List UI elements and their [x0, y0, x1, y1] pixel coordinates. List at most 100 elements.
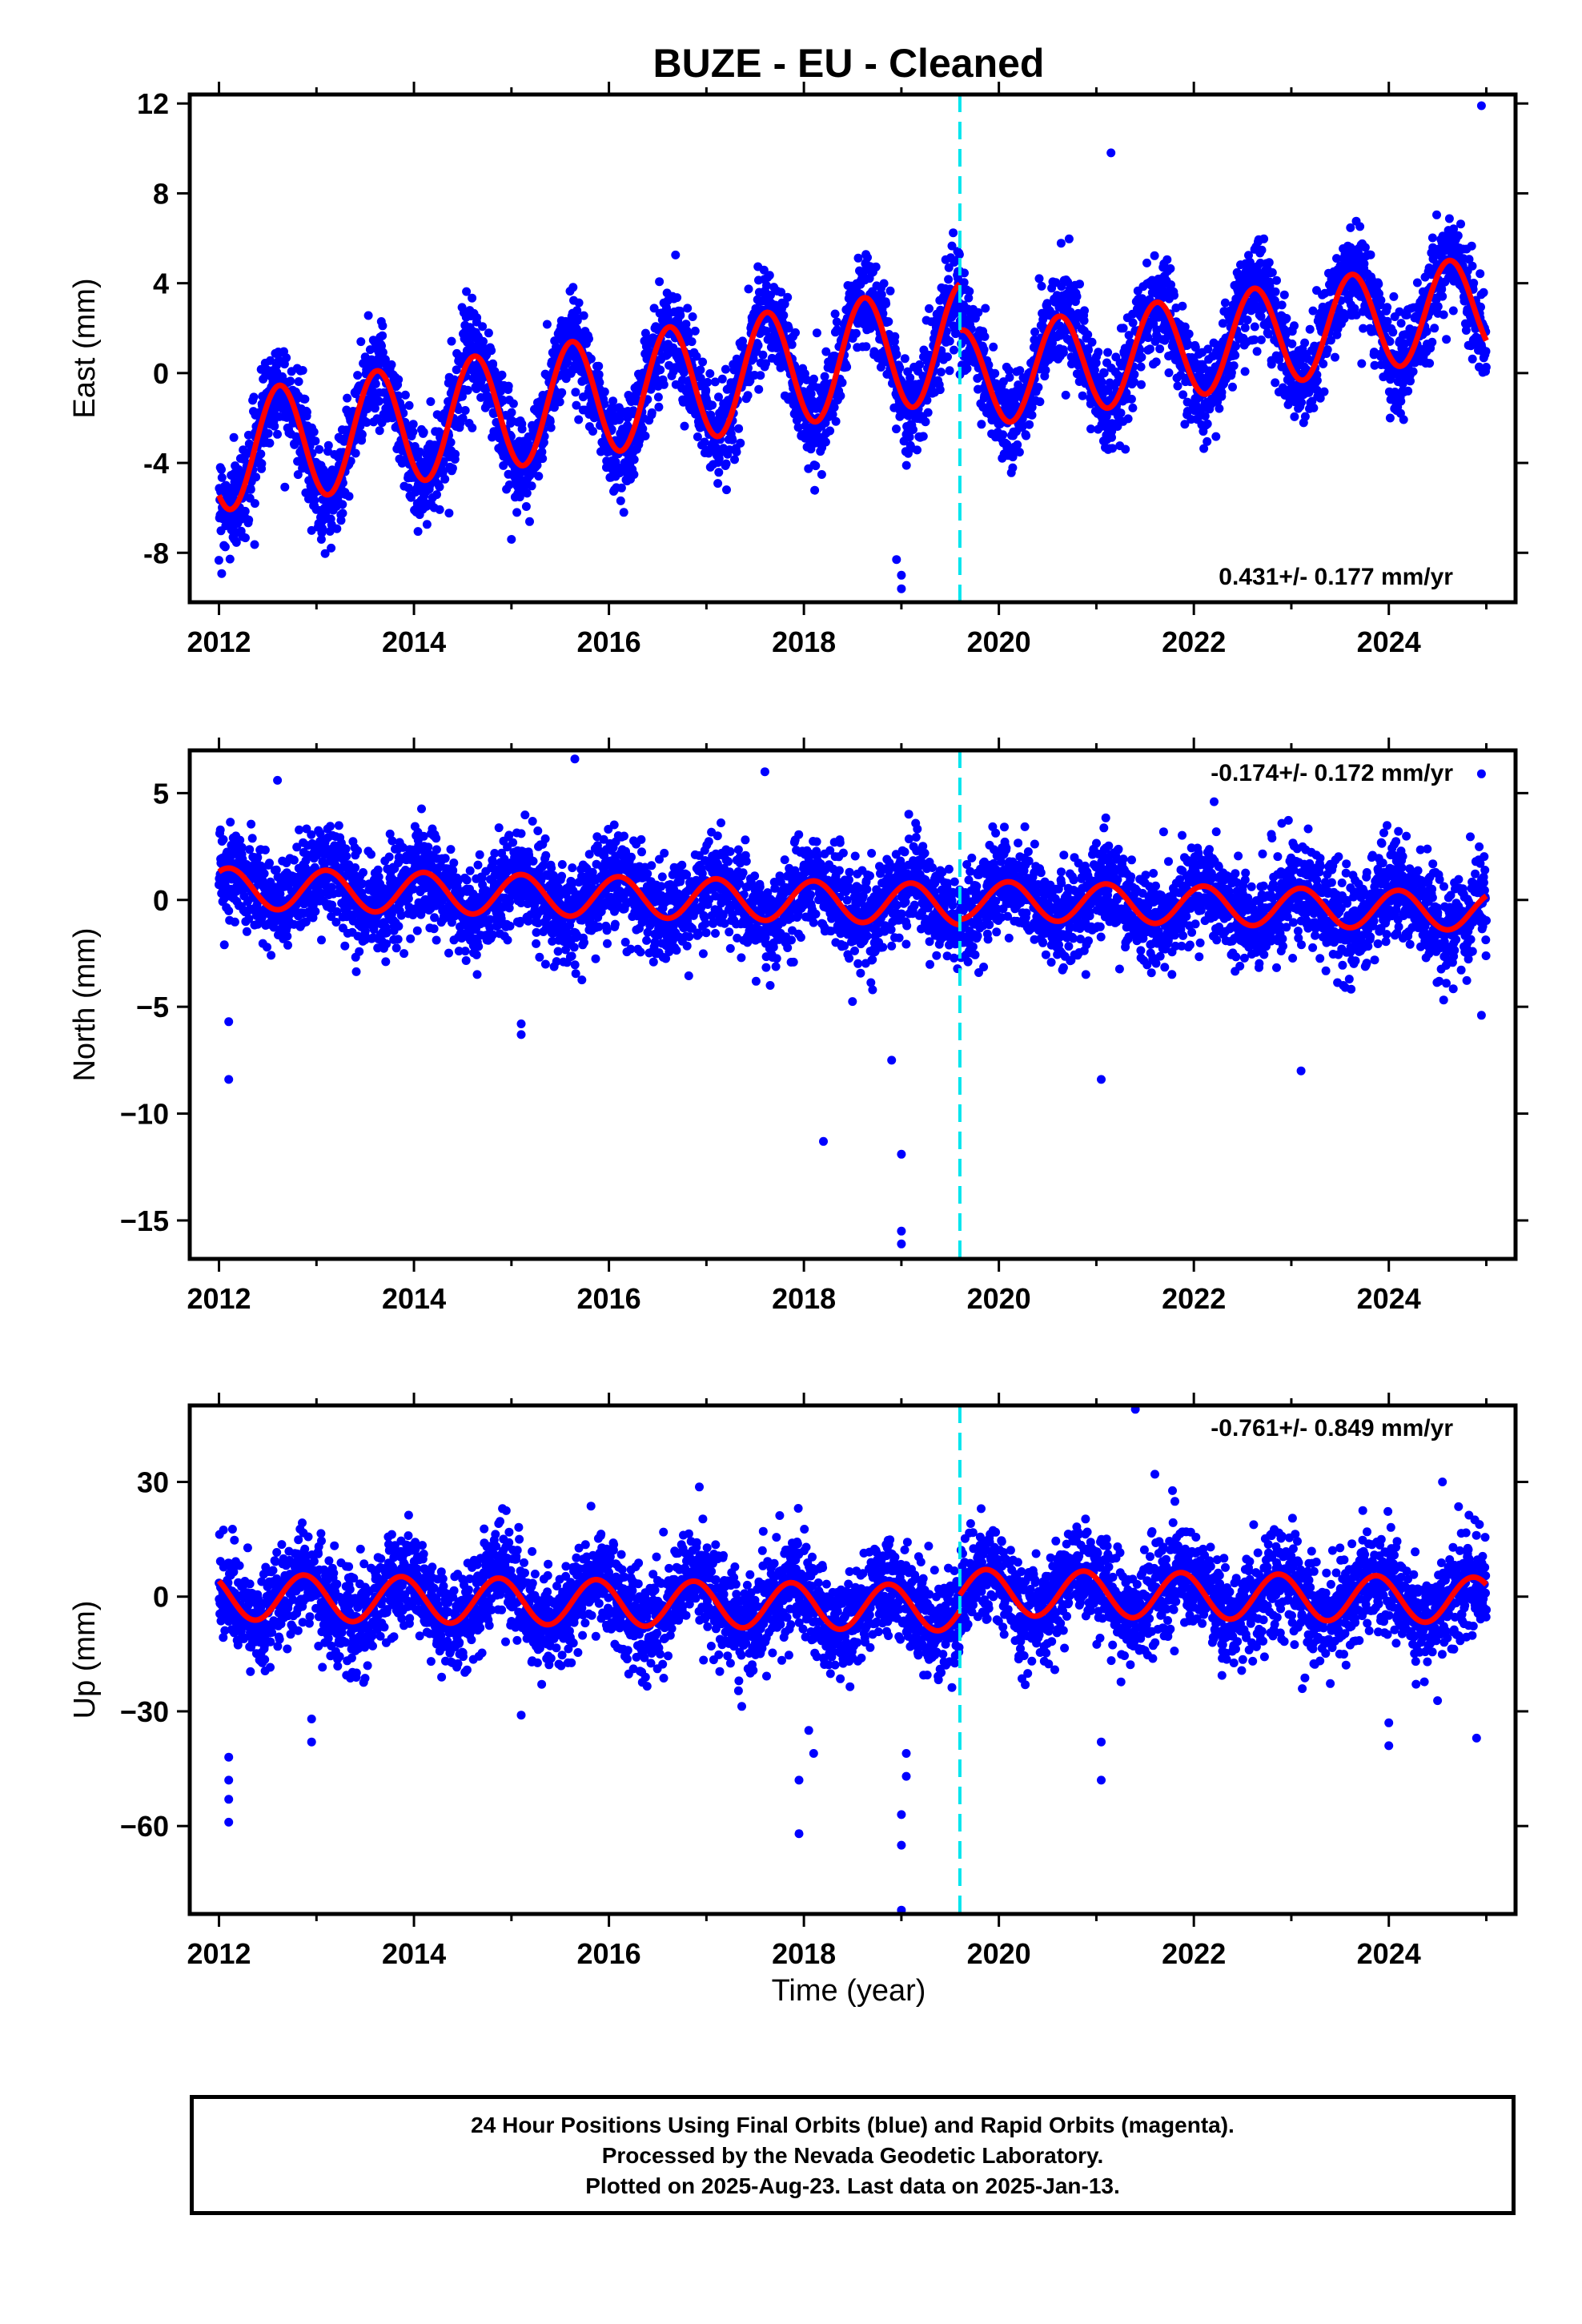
data-point: [1244, 251, 1253, 260]
data-point: [714, 392, 723, 402]
data-point: [315, 444, 324, 454]
data-point: [1275, 355, 1284, 364]
data-point: [1359, 324, 1368, 333]
data-point: [1449, 224, 1459, 234]
data-point: [1326, 336, 1335, 345]
data-point: [640, 431, 650, 440]
y-tick-label: -8: [143, 537, 169, 569]
data-point: [1408, 367, 1418, 376]
data-point: [568, 283, 578, 292]
data-point: [1155, 344, 1165, 354]
data-point: [1128, 318, 1138, 328]
data-point: [293, 456, 303, 466]
data-point: [671, 250, 681, 259]
data-point: [950, 345, 958, 355]
data-point: [761, 326, 771, 336]
data-point: [1027, 410, 1037, 420]
data-point: [638, 424, 648, 433]
x-tick-label: 2018: [772, 625, 836, 658]
data-point: [1412, 278, 1422, 287]
data-point: [1014, 448, 1024, 457]
data-point: [936, 368, 946, 377]
data-point: [1240, 323, 1250, 332]
data-point: [1396, 319, 1406, 328]
data-point: [629, 470, 639, 479]
data-point: [811, 461, 821, 471]
data-point: [1056, 239, 1066, 248]
data-point: [563, 357, 572, 367]
data-point: [1018, 422, 1027, 432]
data-point: [654, 402, 664, 412]
data-point: [468, 293, 477, 303]
data-point: [356, 337, 366, 347]
data-point: [825, 426, 835, 436]
data-point: [830, 309, 840, 319]
data-point: [810, 485, 820, 495]
data-point: [1279, 290, 1289, 300]
data-point: [271, 865, 281, 875]
data-point: [1315, 393, 1325, 403]
x-tick-label: 2012: [187, 625, 251, 658]
data-point: [1300, 338, 1310, 348]
outlier-point: [507, 535, 516, 544]
data-point: [263, 943, 271, 952]
panel-east: 2012 2014 2016 2018 2020 2022 202412840-4-8Eas…: [68, 82, 1528, 658]
data-point: [722, 485, 731, 495]
data-point: [1035, 397, 1045, 407]
data-point: [1252, 347, 1262, 356]
data-point: [1037, 281, 1046, 291]
data-point: [250, 499, 259, 509]
data-point: [404, 400, 414, 410]
data-point: [1437, 284, 1447, 294]
data-point: [584, 334, 593, 344]
data-point: [351, 448, 360, 458]
data-point: [226, 818, 235, 827]
data-point: [943, 352, 952, 362]
data-point: [842, 362, 852, 372]
data-point: [730, 455, 739, 464]
data-point: [777, 287, 786, 297]
data-point: [336, 516, 346, 525]
data-point: [1178, 390, 1188, 400]
data-point: [1406, 376, 1415, 386]
data-point: [877, 290, 886, 300]
data-point: [1456, 219, 1465, 229]
data-point: [1300, 412, 1310, 421]
data-point: [1467, 241, 1476, 251]
data-point: [761, 359, 770, 368]
data-point: [408, 427, 418, 436]
data-point: [1357, 359, 1367, 368]
data-point: [1267, 267, 1277, 277]
data-point: [753, 340, 763, 350]
data-point: [229, 432, 239, 442]
data-point: [251, 472, 261, 482]
data-point: [659, 380, 669, 389]
data-point: [460, 406, 470, 415]
data-point: [979, 345, 989, 355]
data-point: [1282, 314, 1291, 323]
data-point: [892, 424, 901, 434]
data-point: [1287, 339, 1297, 348]
data-point: [1389, 292, 1399, 301]
data-point: [703, 377, 713, 387]
data-point: [574, 415, 584, 424]
data-point: [901, 460, 911, 470]
data-point: [1137, 380, 1146, 389]
x-tick-label: 2024: [1357, 625, 1421, 658]
data-point: [1339, 314, 1349, 324]
data-point: [1481, 347, 1491, 356]
data-point: [945, 366, 954, 376]
data-point: [762, 281, 771, 290]
data-point: [1360, 243, 1370, 252]
data-point: [1121, 444, 1130, 454]
data-point: [693, 432, 702, 441]
data-point: [640, 328, 650, 338]
data-point: [270, 421, 279, 431]
data-point: [408, 420, 418, 429]
data-point: [1079, 316, 1089, 325]
panel-north: 2012 2014 2016 2018 2020 2022 202450−5−10−15No…: [68, 738, 1528, 1315]
data-point: [224, 906, 234, 915]
data-point: [780, 300, 789, 309]
outlier-point: [897, 584, 906, 593]
data-point: [462, 287, 472, 296]
